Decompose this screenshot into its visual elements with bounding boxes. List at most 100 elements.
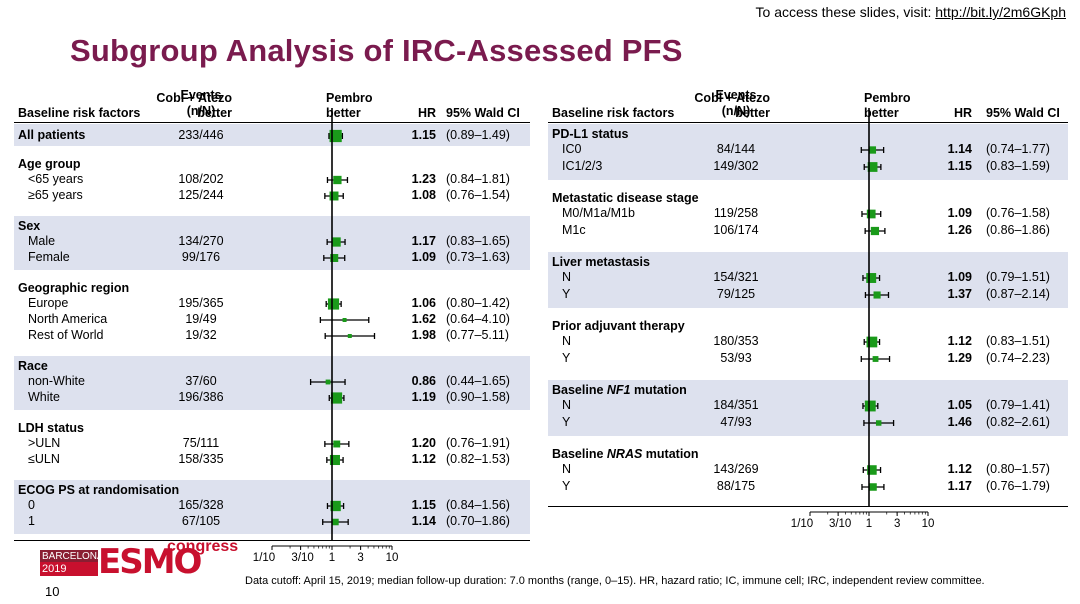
hr-value: 1.09: [411, 250, 436, 264]
events-value: 134/270: [178, 234, 224, 248]
group-label: LDH status: [18, 421, 84, 435]
group-label: All patients: [18, 128, 86, 142]
slides-link[interactable]: http://bit.ly/2m6GKph: [935, 4, 1066, 20]
hr-value: 1.09: [947, 206, 972, 220]
group-label: Geographic region: [18, 281, 130, 295]
hr-value: 0.86: [411, 374, 436, 388]
hr-value: 1.46: [947, 415, 972, 429]
subgroup-label: M0/M1a/M1b: [562, 206, 635, 220]
hr-value: 1.23: [411, 172, 436, 186]
group-band: [14, 216, 530, 270]
events-value: 47/93: [720, 415, 752, 429]
footnote: Data cutoff: April 15, 2019; median foll…: [245, 575, 985, 587]
hr-value: 1.29: [947, 351, 972, 365]
ci-value: (0.84–1.81): [446, 172, 510, 186]
hr-marker: [870, 226, 880, 236]
header-rule: [14, 122, 530, 123]
events-value: 119/258: [713, 206, 759, 220]
col-header-hr: HR: [953, 106, 972, 120]
events-value: 165/328: [178, 498, 224, 512]
ci-value: (0.74–1.77): [986, 142, 1050, 156]
hr-marker: [333, 440, 341, 448]
forest-panel-left: Baseline risk factors Events (n/N) Cobi + A…: [14, 86, 530, 564]
events-value: 67/105: [181, 514, 221, 528]
col-header-ci: 95% Wald CI: [986, 106, 1060, 120]
events-value: 125/244: [178, 188, 224, 202]
forest-plot: [271, 108, 393, 550]
group-label: Age group: [18, 157, 81, 171]
col-header-risk-factors: Baseline risk factors: [18, 106, 141, 120]
events-value: 37/60: [185, 374, 217, 388]
forest-plot: [809, 108, 929, 516]
forest-panel-right: Baseline risk factors Events (n/N) Cobi + A…: [548, 86, 1068, 536]
group-label-post: mutation: [642, 447, 699, 461]
group-label-pre: Baseline: [552, 447, 607, 461]
hr-value: 1.17: [947, 479, 972, 493]
subgroup-label: non-White: [28, 374, 85, 388]
ci-value: (0.44–1.65): [446, 374, 510, 388]
events-value: 143/269: [713, 462, 759, 476]
hr-value: 1.19: [411, 390, 436, 404]
hr-marker: [329, 191, 339, 201]
hr-marker: [330, 500, 341, 512]
group-band: [14, 418, 530, 472]
hr-value: 1.09: [947, 270, 972, 284]
hr-marker: [866, 336, 878, 348]
hr-value: 1.15: [411, 498, 436, 512]
group-band: [14, 356, 530, 410]
events-value: 19/32: [185, 328, 217, 342]
group-label-gene: NF1: [606, 383, 631, 397]
ci-value: (0.79–1.51): [986, 270, 1050, 284]
col-header-events: Events: [180, 88, 222, 102]
events-value: 99/176: [181, 250, 221, 264]
ci-value: (0.86–1.86): [986, 223, 1050, 237]
ci-value: (0.70–1.86): [446, 514, 510, 528]
ci-value: (0.73–1.63): [446, 250, 510, 264]
subgroup-label: Y: [562, 287, 571, 301]
hr-value: 1.08: [411, 188, 436, 202]
ci-value: (0.64–4.10): [446, 312, 510, 326]
ci-value: (0.90–1.58): [446, 390, 510, 404]
hr-marker: [867, 162, 878, 172]
subgroup-label: ≥65 years: [28, 188, 83, 202]
col-header-cobi-better: better: [197, 106, 232, 120]
col-header-cobi-better: better: [735, 106, 770, 120]
ci-value: (0.79–1.41): [986, 398, 1050, 412]
x-tick-label: 1/10: [252, 552, 276, 564]
subgroup-label: N: [562, 270, 572, 284]
ci-value: (0.83–1.65): [446, 234, 510, 248]
subgroup-label: Rest of World: [28, 328, 104, 342]
group-label-pre: Baseline: [552, 383, 607, 397]
x-tick-label: 1/10: [790, 518, 814, 530]
x-tick-label: 1: [328, 552, 336, 564]
events-value: 84/144: [716, 142, 756, 156]
hr-marker: [866, 209, 876, 219]
events-value: 108/202: [178, 172, 224, 186]
col-header-events: Events: [715, 88, 757, 102]
subgroup-label: Female: [28, 250, 70, 264]
ci-value: (0.83–1.59): [986, 159, 1050, 173]
group-band: [548, 444, 1068, 500]
group-band: [548, 380, 1068, 436]
x-tick-label: 3: [357, 552, 364, 564]
subgroup-label: N: [562, 462, 572, 476]
group-band: [548, 188, 1068, 244]
group-label: Sex: [18, 219, 41, 233]
hr-marker: [332, 518, 339, 526]
hr-marker: [330, 392, 343, 404]
subgroup-label: Europe: [28, 296, 69, 310]
access-text: To access these slides, visit:: [755, 4, 936, 20]
group-label: Prior adjuvant therapy: [552, 319, 685, 333]
events-value: 53/93: [720, 351, 752, 365]
events-value: 195/365: [178, 296, 224, 310]
hr-value: 1.26: [947, 223, 972, 237]
events-value: 233/446: [178, 128, 224, 142]
subgroup-label: >ULN: [28, 436, 61, 450]
col-header-events-n: (n/N): [186, 104, 216, 118]
subgroup-label: N: [562, 334, 572, 348]
col-header-pembro-better: better: [864, 106, 899, 120]
events-value: 158/335: [178, 452, 224, 466]
hr-marker: [327, 298, 340, 310]
hr-value: 1.14: [411, 514, 436, 528]
ci-value: (0.76–1.58): [986, 206, 1050, 220]
